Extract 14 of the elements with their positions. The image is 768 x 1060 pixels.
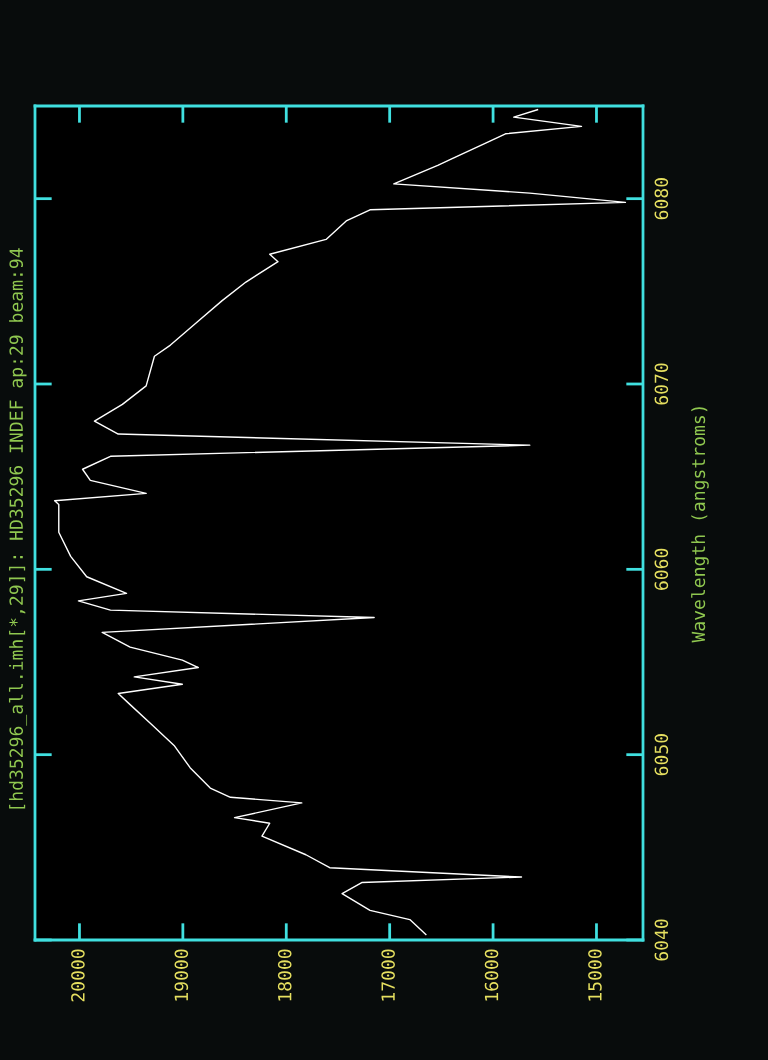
x-tick-label: 20000 xyxy=(71,949,85,1002)
x-tick-label: 18000 xyxy=(277,949,292,1001)
x-tick-label: 16000 xyxy=(484,949,499,1001)
y-tick-label: 6060 xyxy=(654,548,669,590)
text: [hd35296_all.imh[*,29]]: HD35296 INDEF ap:29 beam:94 xyxy=(8,248,28,809)
y-tick-label: 6040 xyxy=(654,919,669,961)
line-series xyxy=(53,109,627,936)
y-tick-label: 6080 xyxy=(654,178,669,220)
y-axis-title: Wavelength (angstroms) xyxy=(691,407,709,643)
y-tick-label: 6050 xyxy=(654,734,669,776)
x-tick-label: 17000 xyxy=(381,949,395,1001)
y-tick-label: 6070 xyxy=(654,363,669,405)
x-tick-label: 15000 xyxy=(588,949,602,1001)
x-tick-label: 19000 xyxy=(174,949,189,1001)
